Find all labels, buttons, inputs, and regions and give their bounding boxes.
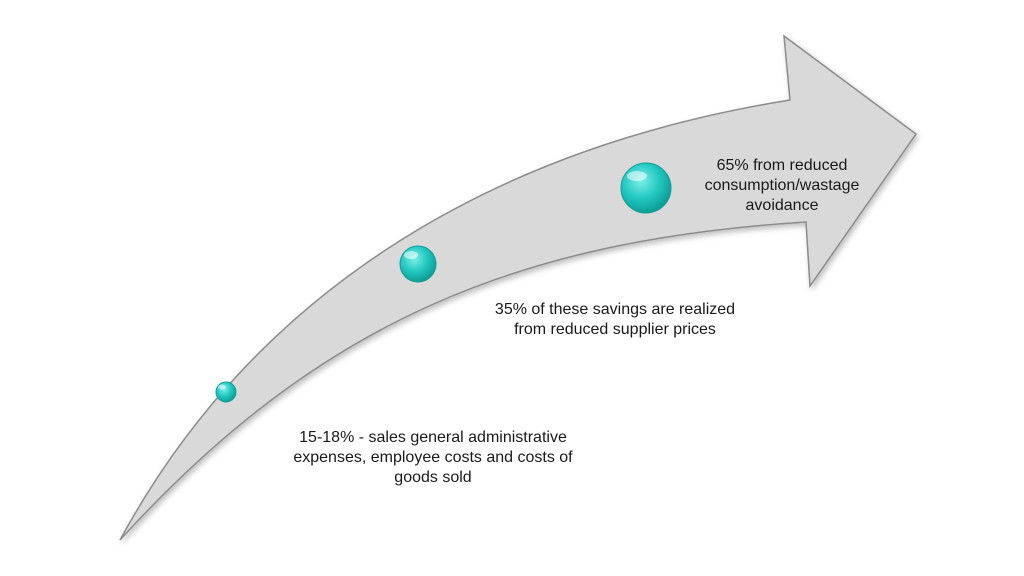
label-line: from reduced supplier prices (514, 321, 716, 338)
label-line: 35% of these savings are realized (494, 301, 736, 318)
large-bubble (620, 162, 672, 214)
label-line: goods sold (394, 469, 472, 486)
curved-arrow (119, 34, 918, 541)
label-supplier-prices: 35% of these savings are realized from r… (440, 300, 790, 340)
label-line: avoidance (745, 197, 819, 214)
label-sales-admin-costs: 15-18% - sales general administrative ex… (238, 428, 628, 488)
medium-bubble (399, 245, 437, 283)
small-bubble (215, 381, 237, 403)
label-reduced-consumption: 65% from reduced consumption/wastage avo… (662, 156, 902, 216)
label-line: 65% from reduced (716, 157, 848, 174)
label-line: 15-18% - sales general administrative (299, 429, 567, 446)
label-line: expenses, employee costs and costs of (293, 449, 573, 466)
label-line: consumption/wastage (704, 177, 860, 194)
